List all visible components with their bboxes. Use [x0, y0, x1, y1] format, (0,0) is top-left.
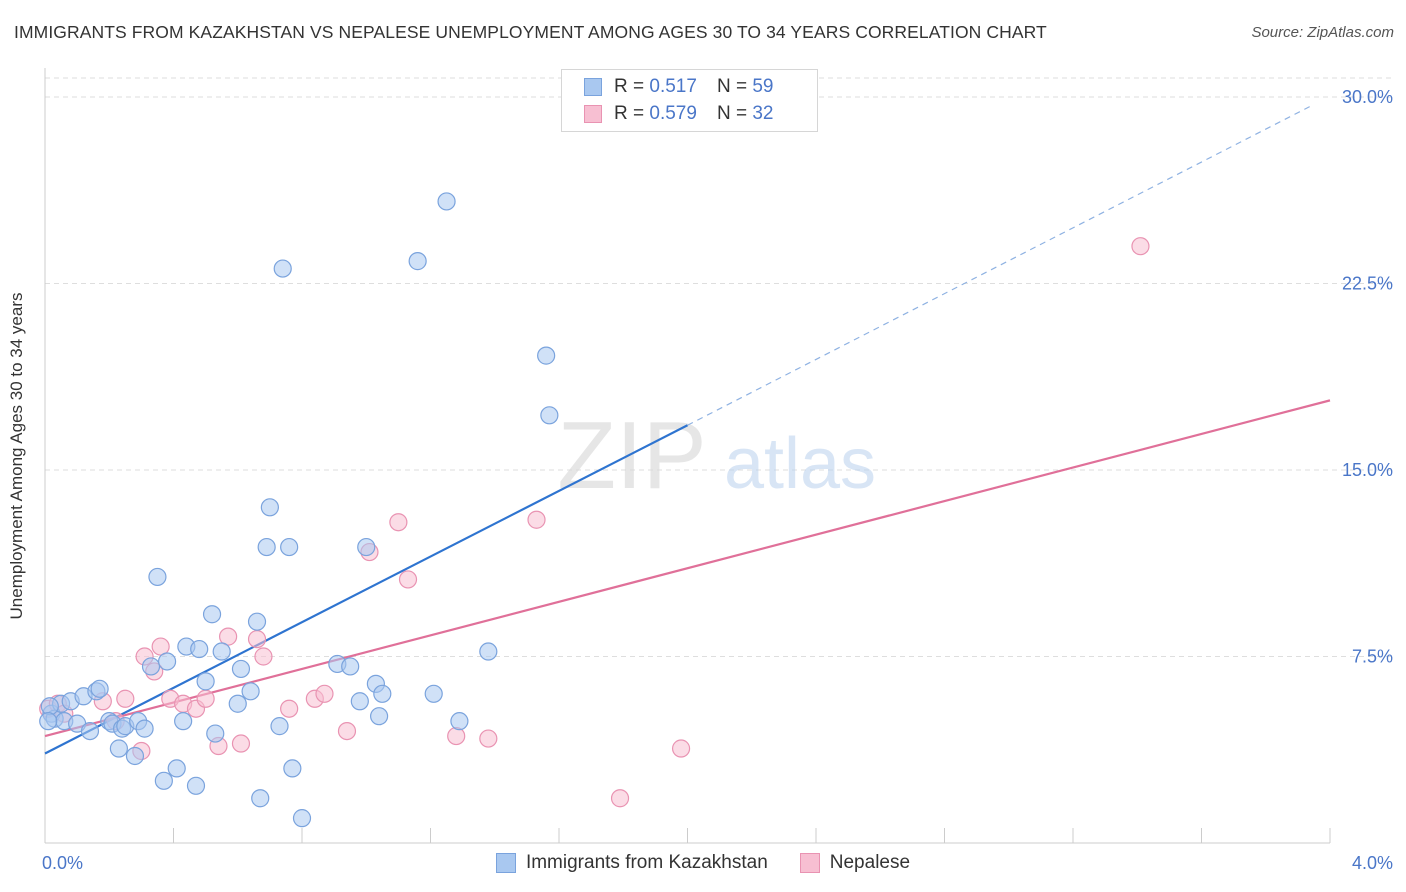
point-kazakhstan [537, 346, 556, 365]
point-nepalese [196, 689, 215, 708]
y-tick-label: 22.5% [1342, 274, 1393, 294]
trend-extension-kazakhstan [687, 103, 1315, 426]
watermark: ZIP atlas [557, 402, 876, 509]
point-nepalese [389, 513, 408, 532]
y-tick-label: 30.0% [1342, 87, 1393, 107]
point-nepalese [337, 721, 357, 741]
y-tick-label: 15.0% [1342, 460, 1393, 480]
series-legend-nepalese[interactable]: Nepalese [799, 852, 911, 874]
point-kazakhstan [141, 657, 161, 676]
point-nepalese [247, 629, 267, 649]
series-legend: Immigrants from Kazakhstan Nepalese [0, 852, 1406, 874]
grid-lines [45, 77, 1392, 657]
point-nepalese [610, 789, 630, 808]
point-kazakhstan [231, 659, 251, 679]
point-kazakhstan [292, 809, 312, 828]
correlation-legend: R = 0.517 N = 59 R = 0.579 N = 32 [561, 69, 818, 132]
point-kazakhstan [270, 717, 289, 736]
watermark-zip: ZIP [557, 402, 706, 509]
point-kazakhstan [479, 642, 498, 661]
point-kazakhstan [157, 652, 177, 671]
chart-title: IMMIGRANTS FROM KAZAKHSTAN VS NEPALESE U… [14, 22, 1047, 42]
point-kazakhstan [540, 406, 559, 425]
x-tick-label: 0.0% [42, 853, 83, 873]
point-kazakhstan [247, 612, 267, 631]
point-kazakhstan [167, 759, 186, 778]
y-tick-label: 7.5% [1352, 647, 1393, 667]
point-kazakhstan [186, 776, 206, 795]
point-kazakhstan [251, 789, 270, 808]
point-kazakhstan [341, 657, 360, 676]
point-kazakhstan [212, 642, 231, 661]
point-kazakhstan [283, 759, 302, 778]
point-kazakhstan [257, 537, 276, 557]
point-kazakhstan [357, 537, 376, 557]
point-kazakhstan [135, 719, 154, 738]
legend-swatch-nepalese [584, 105, 602, 123]
point-kazakhstan [408, 252, 427, 271]
source-credit: Source: ZipAtlas.com [1251, 24, 1394, 41]
point-kazakhstan [154, 771, 173, 790]
point-nepalese [280, 699, 299, 718]
trend-lines [44, 103, 1331, 755]
point-kazakhstan [40, 697, 59, 716]
point-kazakhstan [260, 498, 279, 517]
point-kazakhstan [125, 746, 145, 766]
legend-swatch-kazakhstan [584, 78, 602, 96]
point-kazakhstan [228, 694, 247, 713]
point-nepalese [479, 729, 498, 748]
point-nepalese [315, 684, 334, 703]
point-nepalese [1131, 237, 1150, 256]
point-nepalese [116, 689, 135, 708]
point-kazakhstan [373, 684, 392, 703]
legend-r-value: 0.579 [649, 103, 697, 124]
legend-n-label: N = [716, 103, 748, 124]
point-kazakhstan [90, 679, 109, 698]
watermark-atlas: atlas [724, 424, 876, 504]
point-kazakhstan [206, 724, 225, 743]
point-nepalese [231, 734, 251, 753]
point-nepalese [447, 726, 466, 746]
point-kazakhstan [450, 712, 469, 731]
point-kazakhstan [39, 712, 58, 731]
legend-row-kazakhstan: R = 0.517 N = 59 [584, 75, 773, 99]
series-swatch-nepalese [799, 853, 820, 873]
point-kazakhstan [80, 721, 100, 741]
point-nepalese [527, 510, 546, 529]
series-name-nepalese: Nepalese [829, 852, 911, 873]
point-kazakhstan [370, 707, 389, 726]
point-kazakhstan [241, 682, 260, 701]
point-nepalese [671, 739, 691, 758]
point-kazakhstan [148, 567, 167, 587]
point-kazakhstan [109, 739, 128, 758]
point-kazakhstan [350, 692, 369, 711]
legend-r-value: 0.517 [649, 76, 697, 97]
point-nepalese [254, 647, 273, 666]
point-kazakhstan [202, 605, 222, 624]
trend-line-kazakhstan [44, 424, 689, 755]
point-kazakhstan [174, 712, 193, 731]
legend-n-value: 32 [752, 103, 774, 124]
point-kazakhstan [437, 192, 456, 211]
point-kazakhstan [424, 684, 443, 703]
trend-line-nepalese [44, 399, 1331, 738]
series-legend-kazakhstan[interactable]: Immigrants from Kazakhstan [495, 852, 768, 874]
legend-r-label: R = [614, 103, 645, 124]
legend-r-label: R = [614, 76, 645, 97]
point-kazakhstan [273, 259, 292, 278]
legend-row-nepalese: R = 0.579 N = 32 [584, 102, 773, 126]
series-name-kazakhstan: Immigrants from Kazakhstan [525, 852, 768, 873]
legend-n-value: 59 [752, 76, 774, 97]
point-kazakhstan [190, 639, 209, 659]
x-tick-label: 4.0% [1352, 853, 1393, 873]
point-kazakhstan [196, 672, 215, 691]
point-kazakhstan [280, 537, 299, 557]
tick-labels: 7.5% 15.0% 22.5% 30.0% 0.0% 4.0% [42, 87, 1393, 873]
point-nepalese [398, 570, 418, 589]
series-swatch-kazakhstan [495, 853, 516, 873]
legend-n-label: N = [716, 76, 748, 97]
data-points [39, 192, 1150, 828]
